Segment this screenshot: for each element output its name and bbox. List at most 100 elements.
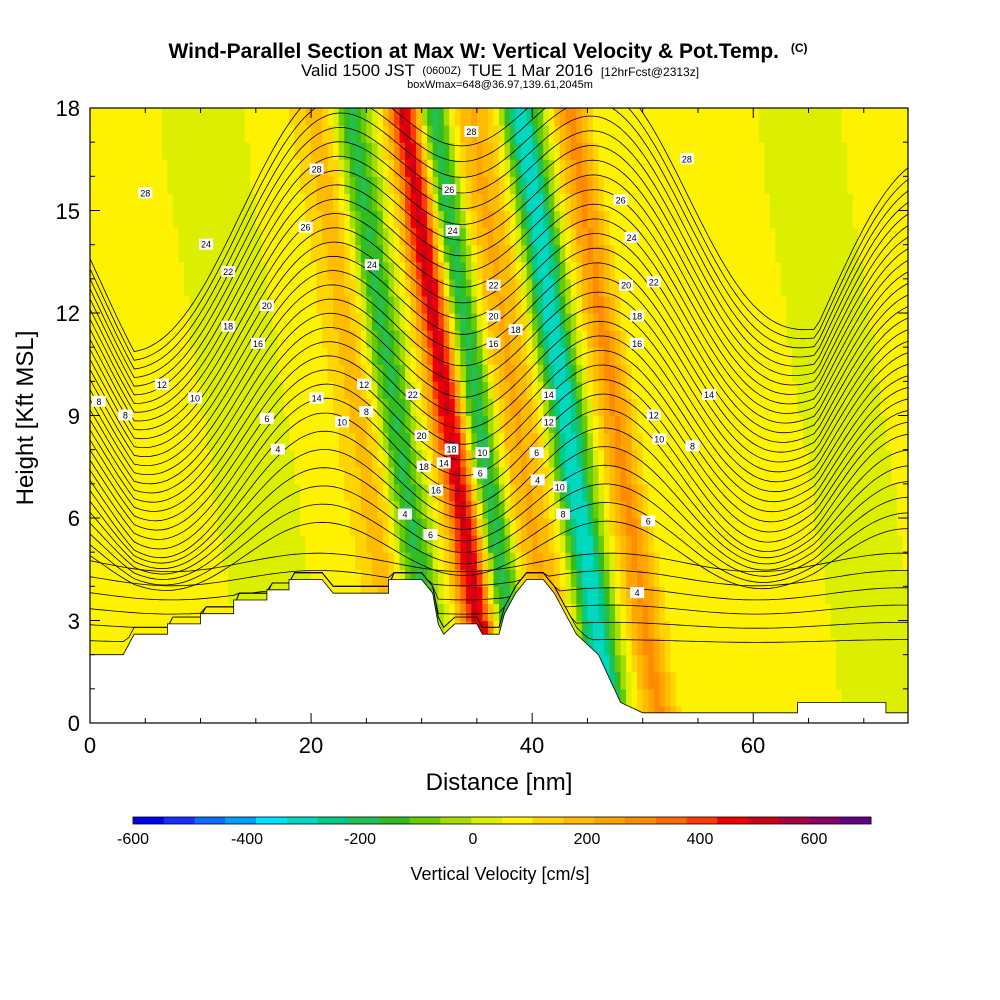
velocity-cell <box>604 415 611 434</box>
velocity-cell <box>604 535 611 553</box>
velocity-cell <box>510 108 517 126</box>
velocity-cell <box>731 500 738 519</box>
velocity-cell <box>338 210 345 229</box>
velocity-cell <box>725 227 732 246</box>
velocity-cell <box>206 244 213 263</box>
velocity-cell <box>300 483 307 502</box>
velocity-cell <box>399 415 406 434</box>
velocity-cell <box>333 449 340 468</box>
velocity-cell <box>714 347 721 365</box>
velocity-cell <box>802 569 810 587</box>
velocity-cell <box>576 586 583 605</box>
velocity-cell <box>697 620 705 639</box>
velocity-cell <box>565 347 572 365</box>
velocity-cell <box>377 227 384 246</box>
velocity-cell <box>814 347 821 365</box>
velocity-cell <box>791 244 799 263</box>
velocity-cell <box>830 415 837 434</box>
velocity-cell <box>670 108 677 126</box>
velocity-cell <box>172 415 180 434</box>
velocity-cell <box>515 142 522 160</box>
velocity-cell <box>598 466 605 485</box>
velocity-cell <box>106 244 113 263</box>
velocity-cell <box>112 466 119 485</box>
velocity-cell <box>382 108 390 126</box>
velocity-cell <box>393 125 401 143</box>
velocity-cell <box>510 415 517 434</box>
velocity-cell <box>697 483 705 502</box>
velocity-cell <box>791 398 799 417</box>
velocity-cell <box>161 108 168 126</box>
velocity-cell <box>576 330 583 348</box>
velocity-cell <box>797 261 804 280</box>
velocity-cell <box>681 108 688 126</box>
velocity-cell <box>189 313 196 331</box>
velocity-cell <box>338 313 345 331</box>
velocity-cell <box>449 227 456 246</box>
velocity-cell <box>753 518 760 536</box>
velocity-cell <box>183 278 191 297</box>
velocity-cell <box>554 569 561 587</box>
velocity-cell <box>802 552 810 570</box>
velocity-cell <box>393 313 401 331</box>
velocity-cell <box>847 244 854 263</box>
velocity-cell <box>780 654 788 673</box>
velocity-cell <box>747 142 754 160</box>
velocity-cell <box>808 261 815 280</box>
velocity-cell <box>156 278 163 297</box>
velocity-cell <box>769 295 776 314</box>
velocity-cell <box>427 552 434 570</box>
velocity-cell <box>476 569 484 587</box>
velocity-cell <box>499 210 506 229</box>
velocity-cell <box>703 654 710 673</box>
velocity-cell <box>200 278 207 297</box>
velocity-cell <box>731 210 738 229</box>
velocity-cell <box>482 364 489 382</box>
velocity-cell <box>648 466 655 485</box>
velocity-cell <box>764 278 771 297</box>
velocity-cell <box>195 449 202 468</box>
velocity-cell <box>134 381 141 400</box>
velocity-cell <box>709 671 716 690</box>
velocity-cell <box>349 518 356 536</box>
velocity-cell <box>797 637 804 656</box>
velocity-cell <box>172 364 180 382</box>
velocity-cell <box>604 569 611 587</box>
velocity-cell <box>427 466 434 485</box>
velocity-cell <box>510 569 517 587</box>
velocity-cell <box>322 330 329 348</box>
velocity-cell <box>244 364 251 382</box>
velocity-cell <box>333 432 340 451</box>
velocity-cell <box>393 108 401 126</box>
velocity-cell <box>399 569 406 587</box>
velocity-cell <box>852 671 859 690</box>
velocity-cell <box>814 313 821 331</box>
velocity-cell <box>427 210 434 229</box>
velocity-cell <box>570 227 577 246</box>
velocity-cell <box>222 535 229 553</box>
velocity-cell <box>747 330 754 348</box>
velocity-cell <box>327 227 334 246</box>
velocity-cell <box>189 449 196 468</box>
velocity-cell <box>101 278 108 297</box>
velocity-cell <box>592 552 600 570</box>
velocity-cell <box>675 330 682 348</box>
velocity-cell <box>764 620 771 639</box>
velocity-cell <box>217 159 224 177</box>
velocity-cell <box>709 449 716 468</box>
velocity-cell <box>355 415 362 434</box>
velocity-cell <box>637 654 644 673</box>
velocity-cell <box>410 210 417 229</box>
velocity-cell <box>637 347 644 365</box>
velocity-cell <box>515 483 522 502</box>
velocity-cell <box>134 125 141 143</box>
velocity-cell <box>664 227 671 246</box>
velocity-cell <box>393 364 401 382</box>
velocity-cell <box>322 449 329 468</box>
velocity-cell <box>797 483 804 502</box>
velocity-cell <box>526 125 533 143</box>
velocity-cell <box>802 415 810 434</box>
velocity-cell <box>327 569 334 587</box>
velocity-cell <box>675 159 682 177</box>
velocity-cell <box>753 500 760 519</box>
